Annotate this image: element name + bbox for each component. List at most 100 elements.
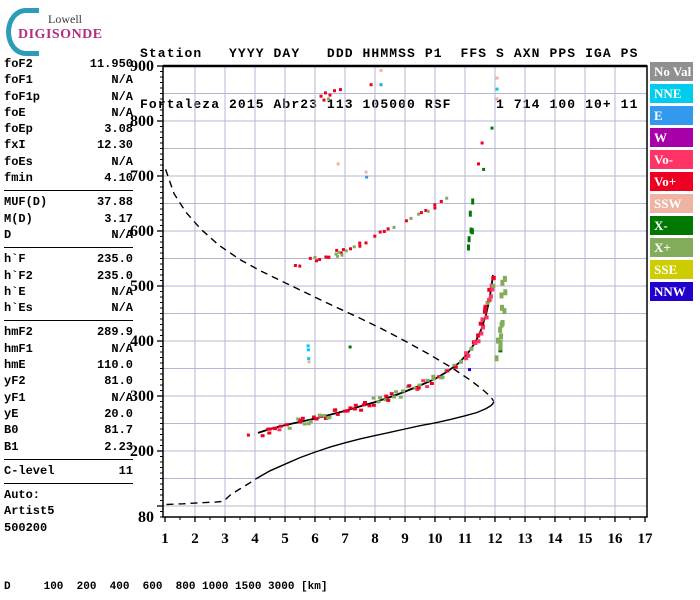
readout-label: h`E (4, 284, 26, 299)
readout-value: N/A (111, 390, 133, 405)
readout-value: N/A (111, 227, 133, 242)
panel-separator (4, 458, 133, 460)
x-tick-label: 2 (191, 531, 199, 547)
logo-arc-icon (6, 8, 39, 56)
noise-echoes (246, 68, 499, 437)
readout-label: MUF(D) (4, 195, 48, 210)
y-tick-label: 500 (130, 278, 154, 295)
readout-label: hmF1 (4, 341, 33, 356)
readout-value: 289.9 (96, 325, 133, 340)
readout-md: M(D) 3.17 (4, 211, 133, 227)
readout-value: 235.0 (96, 252, 133, 267)
readout-label: B0 (4, 423, 19, 438)
legend-w: W (650, 128, 693, 147)
x-tick-label: 9 (401, 531, 409, 547)
y-tick-label: 80 (138, 509, 154, 526)
readout-value: 235.0 (96, 268, 133, 283)
readout-label: M(D) (4, 211, 33, 226)
x-tick-label: 13 (518, 531, 533, 547)
profile-true-height-profile (256, 401, 495, 480)
y-tick-label: 200 (130, 443, 154, 460)
readout-value: 11.950 (89, 57, 133, 71)
readout-label: yE (4, 406, 19, 421)
readout-label: foF1p (4, 89, 41, 104)
readout-500200: 500200 (4, 520, 133, 536)
x-tick-label: 5 (281, 531, 289, 547)
readout-value: N/A (111, 89, 133, 104)
y-tick-label: 300 (130, 388, 154, 405)
legend-voplus: Vo+ (650, 172, 693, 191)
echo-band-second-hop-x (467, 198, 475, 251)
readout-value: 37.88 (96, 195, 133, 210)
x-tick-label: 1 (161, 531, 169, 547)
doppler-direction-legend: No Val NNE E W Vo- Vo+ SSW X- X+ SSE NNW (650, 62, 694, 304)
readout-value: 20.0 (104, 406, 133, 421)
readout-label: fxI (4, 138, 26, 153)
readout-label: foF1 (4, 73, 33, 88)
readout-hmf1: hmF1 N/A (4, 341, 133, 357)
readout-value: 3.17 (104, 211, 133, 226)
readout-value: N/A (111, 73, 133, 88)
readout-foes: foEs N/A (4, 154, 133, 170)
logo-lowell-text: Lowell (48, 12, 82, 26)
x-tick-label: 14 (548, 531, 564, 547)
y-tick-label: 700 (130, 168, 154, 185)
readout-d: D N/A (4, 227, 133, 243)
echo-band-second-hop (293, 196, 449, 268)
readout-artist5: Artist5 (4, 503, 133, 519)
profile-e-layer-model (166, 500, 226, 506)
readout-label: C-level (4, 463, 55, 478)
x-tick-label: 17 (638, 531, 654, 547)
legend-xplus: X+ (650, 238, 693, 257)
readout-hme: hmE 110.0 (4, 357, 133, 373)
header-column-titles: Station YYYY DAY DDD HHMMSS P1 FFS S AXN… (140, 46, 639, 61)
x-tick-label: 15 (578, 531, 593, 547)
readout-hes: h`Es N/A (4, 300, 133, 316)
readout-b1: B1 2.23 (4, 439, 133, 455)
x-tick-label: 12 (488, 531, 503, 547)
readout-value: 2.23 (104, 439, 133, 454)
readout-auto: Auto: (4, 487, 133, 503)
readout-label: hmF2 (4, 325, 33, 340)
y-tick-label: 800 (130, 113, 154, 130)
legend-nnw: NNW (650, 282, 693, 301)
readout-yf1: yF1 N/A (4, 390, 133, 406)
readout-hf: h`F 235.0 (4, 251, 133, 267)
legend-vominus: Vo- (650, 150, 693, 169)
panel-separator (4, 190, 133, 192)
readout-label: yF2 (4, 374, 26, 389)
readout-mufd: MUF(D) 37.88 (4, 194, 133, 210)
station-header: Station YYYY DAY DDD HHMMSS P1 FFS S AXN… (140, 11, 638, 147)
echo-band-x-trace-branch (494, 275, 508, 362)
readout-value: 4.10 (104, 171, 133, 186)
y-tick-label: 400 (130, 333, 154, 350)
profile-valley-model (225, 477, 257, 500)
legend-noval: No Val (650, 62, 693, 81)
legend-nne: NNE (650, 84, 693, 103)
readout-fof1: foF1 N/A (4, 72, 133, 88)
x-tick-label: 7 (341, 531, 349, 547)
readout-label: h`F2 (4, 268, 33, 283)
y-tick-label: 900 (130, 58, 154, 75)
profile-topside-model (164, 169, 495, 402)
x-tick-label: 3 (221, 531, 229, 547)
readout-b0: B0 81.7 (4, 422, 133, 438)
readout-label: yF1 (4, 390, 26, 405)
x-tick-label: 10 (428, 531, 443, 547)
legend-xminus: X- (650, 216, 693, 235)
readout-fof1p: foF1p N/A (4, 89, 133, 105)
muf-distance-row: D 100 200 400 600 800 1000 1500 3000 [km… (4, 581, 328, 593)
readout-foe: foE N/A (4, 105, 133, 121)
readout-label: B1 (4, 439, 19, 454)
readout-value: 3.08 (104, 122, 133, 137)
readout-label: foE (4, 105, 26, 120)
panel-separator (4, 320, 133, 322)
legend-ssw: SSW (650, 194, 693, 213)
readout-value: 12.30 (96, 138, 133, 153)
legend-e: E (650, 106, 693, 125)
x-tick-label: 8 (371, 531, 379, 547)
panel-separator (4, 247, 133, 249)
scaled-parameters-panel: foF2 11.950 foF1 N/A foF1p N/A foE N/A foEp 3.08 f… (4, 56, 133, 536)
readout-label: fmin (4, 171, 33, 186)
